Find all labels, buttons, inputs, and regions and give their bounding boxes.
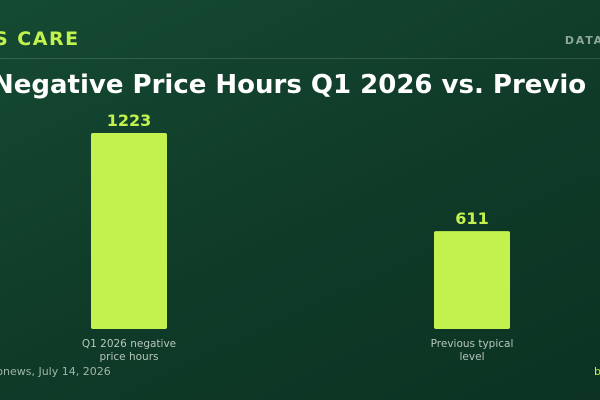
value-label-2: 611 <box>455 209 488 228</box>
section-tag: DATA <box>564 34 600 47</box>
brand-label: S CARE <box>0 28 80 50</box>
category-label-2-line-1: Previous typical <box>431 338 514 350</box>
chart-title: Negative Price Hours Q1 2026 vs. Previo <box>0 70 587 100</box>
corner-mark: b <box>594 365 600 378</box>
category-label-2-line-2: level <box>460 351 485 363</box>
category-label-1-line-1: Q1 2026 negative <box>82 338 176 350</box>
bar-2 <box>434 231 510 329</box>
category-label-1-line-2: price hours <box>100 351 159 363</box>
source-note: ronews, July 14, 2026 <box>0 365 111 378</box>
bar-1 <box>91 133 167 329</box>
header-divider <box>0 58 600 59</box>
value-label-1: 1223 <box>107 111 152 130</box>
